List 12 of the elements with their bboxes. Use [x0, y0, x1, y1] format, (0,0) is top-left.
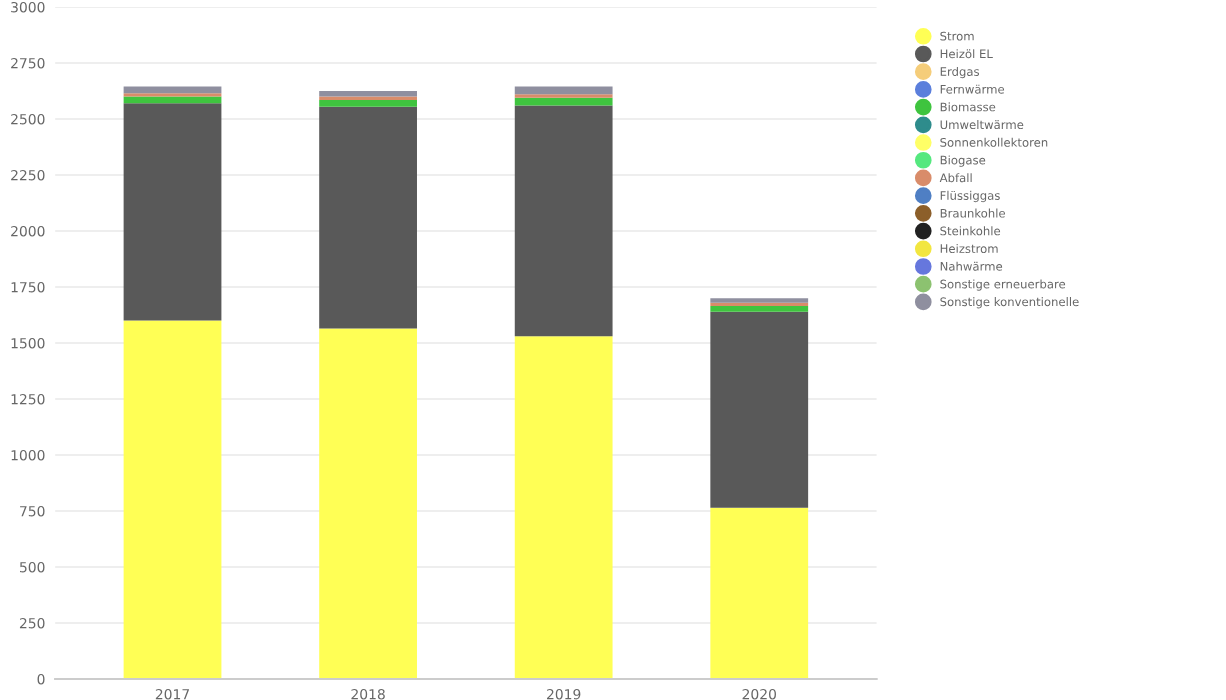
bar	[319, 106, 417, 329]
bar	[710, 507, 809, 679]
bar	[123, 320, 222, 679]
bar	[319, 99, 417, 107]
bar	[123, 103, 222, 321]
bar	[319, 91, 417, 97]
bar	[514, 97, 613, 106]
bar	[710, 311, 809, 508]
bar	[514, 336, 613, 679]
bar	[514, 105, 613, 337]
bar	[710, 306, 809, 312]
bar	[319, 328, 417, 679]
